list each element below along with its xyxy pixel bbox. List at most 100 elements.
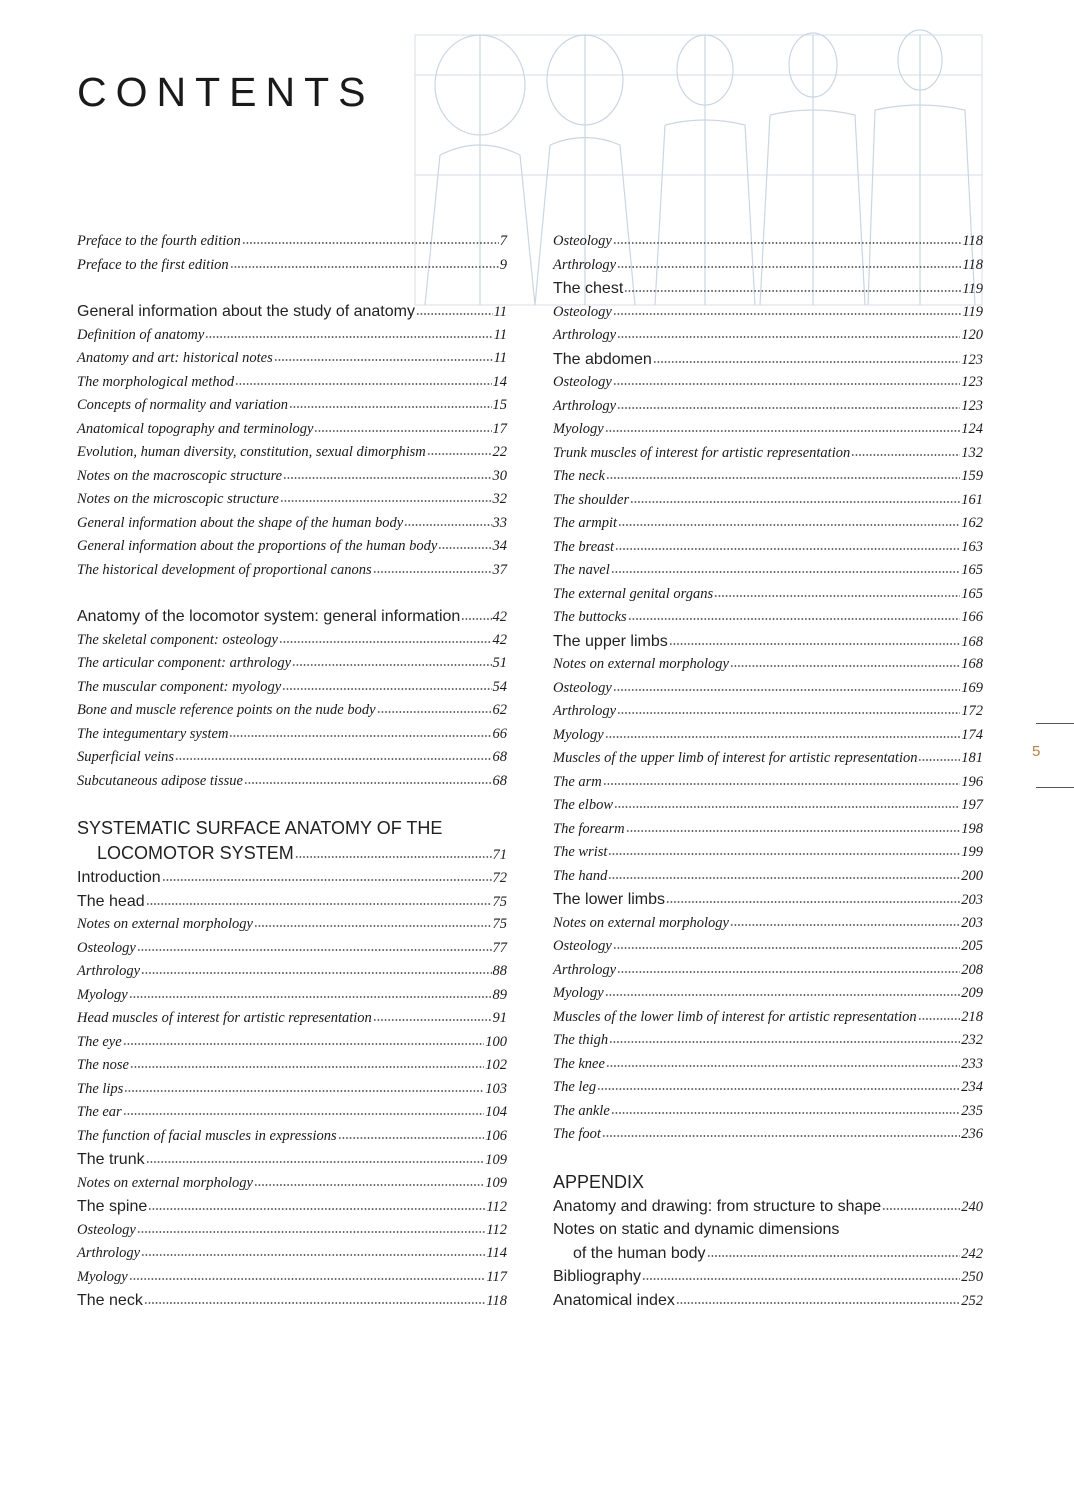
entry-page: 159 — [961, 468, 983, 484]
entry-title: The head — [77, 892, 145, 910]
entry-title: The lower limbs — [553, 891, 666, 908]
toc-entry: Myology 89 — [77, 984, 507, 1008]
dot-leader — [612, 687, 961, 692]
dot-leader — [851, 452, 961, 457]
toc-entry: The integumentary system 66 — [77, 723, 507, 747]
dot-leader — [605, 1063, 961, 1068]
toc-entry: The abdomen 123 — [553, 348, 983, 372]
toc-entry: Muscles of the upper limb of interest fo… — [553, 747, 983, 771]
entry-page: 119 — [962, 281, 983, 297]
entry-page: 123 — [961, 351, 983, 368]
entry-title: The wrist — [553, 844, 608, 860]
entry-page: 199 — [961, 844, 983, 860]
dot-leader — [254, 1182, 485, 1187]
entry-page: 37 — [492, 561, 508, 578]
entry-title: The thigh — [553, 1032, 609, 1048]
entry-title: Anatomy of the locomotor system: general… — [77, 608, 461, 625]
entry-page: 42 — [492, 609, 508, 625]
dot-leader — [241, 241, 499, 245]
entry-page: 51 — [492, 655, 508, 671]
entry-title: Arthrology — [553, 703, 617, 719]
entry-title: Arthrology — [77, 963, 141, 979]
entry-title: The abdomen — [553, 350, 652, 368]
entry-page: 120 — [961, 327, 983, 343]
toc-entry: The muscular component: myology 54 — [77, 676, 507, 700]
dot-leader — [706, 1253, 961, 1258]
entry-title: The trunk — [77, 1151, 145, 1168]
dot-leader — [404, 522, 492, 527]
toc-entry: The skeletal component: osteology 42 — [77, 629, 507, 653]
toc-entry: Myology 209 — [553, 982, 983, 1006]
entry-title: The knee — [553, 1055, 605, 1072]
entry-title: Trunk muscles of interest for artistic r… — [553, 444, 851, 461]
entry-title: The muscular component: myology — [77, 678, 282, 695]
dot-leader — [597, 1087, 961, 1091]
dot-leader — [161, 878, 492, 882]
toc-entry: The arm 196 — [553, 771, 983, 795]
toc-entry: The leg 234 — [553, 1076, 983, 1100]
dot-leader — [229, 733, 492, 738]
toc-entry: LOCOMOTOR SYSTEM 71 — [77, 841, 507, 866]
entry-title: General information about the proportion… — [77, 538, 438, 554]
dot-leader — [124, 1088, 485, 1093]
entry-title: Subcutaneous adipose tissue — [77, 772, 243, 789]
entry-page: 77 — [492, 939, 508, 956]
entry-title: Osteology — [77, 1221, 136, 1238]
entry-title: Anatomical index — [553, 1291, 675, 1309]
toc-entry: Head muscles of interest for artistic re… — [77, 1007, 507, 1031]
dot-leader — [608, 852, 961, 856]
entry-page: 32 — [492, 491, 508, 507]
dot-leader — [128, 1276, 486, 1281]
entry-title: The ankle — [553, 1102, 610, 1119]
entry-page: 203 — [961, 892, 983, 908]
toc-entry: The ear 104 — [77, 1101, 507, 1125]
entry-page: 89 — [492, 986, 508, 1003]
entry-title: The articular component: arthrology — [77, 655, 292, 671]
dot-leader — [617, 405, 961, 410]
entry-page: 235 — [961, 1102, 983, 1119]
dot-leader — [337, 1135, 485, 1140]
toc-entry: The ankle 235 — [553, 1100, 983, 1124]
toc-entry: The navel 165 — [553, 559, 983, 583]
entry-title: The lips — [77, 1080, 124, 1097]
entry-page: 54 — [492, 678, 508, 695]
entry-title: The spine — [77, 1198, 148, 1215]
dot-leader — [610, 570, 961, 574]
background-figures — [414, 29, 983, 306]
dot-leader — [668, 641, 961, 646]
entry-page: 118 — [962, 233, 983, 249]
entry-title: The armpit — [553, 515, 618, 531]
dot-leader — [372, 569, 492, 574]
entry-title: Muscles of the lower limb of interest fo… — [553, 1008, 917, 1025]
toc-entry: Bibliography 250 — [553, 1265, 983, 1289]
toc-entry: Myology 117 — [77, 1266, 507, 1290]
dot-leader — [627, 617, 961, 621]
dot-leader — [609, 1040, 961, 1044]
dot-leader — [415, 312, 493, 316]
toc-entry: The function of facial muscles in expres… — [77, 1125, 507, 1149]
entry-page: 203 — [961, 914, 983, 931]
dot-leader — [372, 1018, 492, 1022]
entry-page: 15 — [492, 397, 508, 413]
toc-entry: Evolution, human diversity, constitution… — [77, 441, 507, 465]
toc-entry: Notes on the macroscopic structure 30 — [77, 465, 507, 489]
entry-page: 91 — [492, 1010, 508, 1026]
entry-page: 75 — [492, 893, 508, 910]
entry-page: 232 — [961, 1032, 983, 1048]
entry-page: 68 — [492, 749, 508, 765]
toc-entry: The chest 119 — [553, 277, 983, 301]
toc-entry: Subcutaneous adipose tissue 68 — [77, 770, 507, 794]
dot-leader — [610, 1110, 961, 1115]
toc-entry: Osteology 112 — [77, 1219, 507, 1243]
dot-leader — [625, 828, 961, 833]
dot-leader — [630, 499, 961, 504]
toc-entry: Osteology 119 — [553, 301, 983, 325]
entry-page: 88 — [492, 963, 508, 979]
entry-title: The foot — [553, 1126, 601, 1142]
toc-block: General information about the study of a… — [77, 300, 507, 582]
toc-entry: Myology 174 — [553, 724, 983, 748]
toc-block: SYSTEMATIC SURFACE ANATOMY OF THE LOCOMOT… — [77, 816, 507, 1313]
toc-entry: The trunk 109 — [77, 1148, 507, 1172]
entry-page: 200 — [961, 867, 983, 884]
